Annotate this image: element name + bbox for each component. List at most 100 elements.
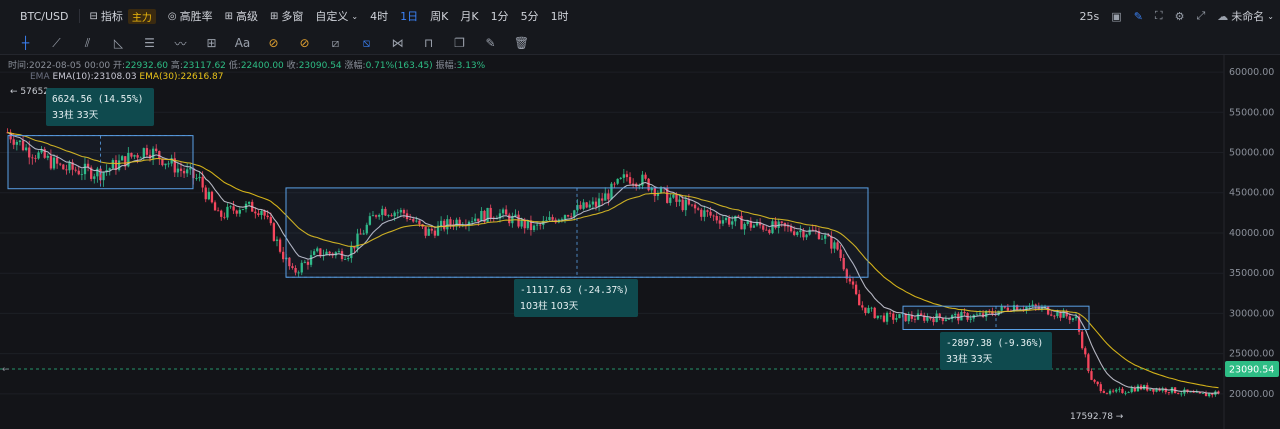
horizontal-lines-icon[interactable]: ☰ — [144, 36, 155, 50]
candle-body — [610, 183, 613, 200]
candle-body — [1046, 306, 1050, 315]
cloud-save-button[interactable]: ☁ 未命名 ⌄ — [1217, 8, 1274, 24]
candle-body — [604, 193, 607, 201]
multi-window-button[interactable]: ⊞ 多窗 — [264, 8, 309, 24]
candle-body — [365, 224, 368, 234]
parallel-lines-icon[interactable]: ⫽ — [84, 35, 91, 50]
candle-body — [418, 220, 421, 225]
candle-body — [526, 220, 529, 229]
y-tick-label: 45000.00 — [1229, 188, 1274, 199]
advanced-button[interactable]: ⊞ 高级 — [219, 8, 264, 24]
candle-body — [1105, 392, 1109, 394]
ema10-value: EMA(10):23108.03 — [52, 72, 137, 82]
interval-1w[interactable]: 周K — [424, 8, 454, 24]
candle-body — [916, 313, 920, 320]
candle-body — [786, 226, 790, 228]
candle-body — [830, 236, 833, 249]
candle-body — [833, 242, 836, 249]
candle-body — [796, 232, 799, 235]
price-chart[interactable]: 60000.00 55000.00 50000.00 45000.00 40000.00… — [0, 55, 1280, 429]
candle-body — [120, 156, 124, 161]
left-arrow-icon: ← — [2, 365, 10, 375]
candle-body — [842, 257, 845, 270]
candle-body — [204, 187, 207, 200]
symbol-selector[interactable]: BTC/USD — [0, 10, 75, 23]
magnet-icon[interactable]: ⊘ — [268, 36, 279, 50]
edit-icon[interactable]: ✎ — [485, 36, 496, 50]
candle-body — [213, 202, 217, 211]
trendline-icon[interactable]: ⟋ — [52, 35, 61, 50]
candle-body — [582, 202, 585, 209]
candle-body — [907, 314, 910, 322]
copy-icon[interactable]: ❐ — [454, 36, 465, 50]
camera-icon[interactable]: ▣ — [1111, 9, 1122, 23]
candle-body — [62, 164, 65, 170]
trash-icon[interactable]: 🗑 — [513, 36, 530, 50]
y-tick-label: 20000.00 — [1229, 389, 1274, 400]
ema30-line — [7, 132, 1219, 389]
candle-body — [870, 307, 873, 309]
custom-dropdown[interactable]: 自定义 ⌄ — [309, 8, 364, 24]
ema-lines — [7, 132, 1219, 394]
candle-body — [371, 215, 375, 217]
interval-1d[interactable]: 1日 — [394, 8, 424, 24]
candle-body — [520, 219, 523, 227]
fullscreen-icon[interactable]: ⛶ — [1154, 9, 1163, 22]
expand-icon[interactable]: ⤢ — [1196, 9, 1206, 22]
candle-body — [1158, 388, 1161, 391]
interval-1h[interactable]: 1时 — [545, 8, 575, 24]
candle-body — [34, 157, 37, 159]
interval-4h[interactable]: 4时 — [364, 8, 394, 24]
lock-drawing-icon[interactable]: ⊓ — [423, 36, 434, 50]
ruler-icon[interactable]: ⧄ — [331, 35, 340, 50]
candle-body — [641, 174, 644, 186]
candle-body — [480, 210, 483, 222]
interval-label: 周K — [430, 10, 449, 23]
candle-body — [347, 258, 350, 260]
text-tool-icon[interactable]: Aa — [234, 36, 251, 50]
candle-body — [684, 199, 687, 211]
indicators-button[interactable]: ⊟ 指标 主力 — [84, 8, 162, 24]
candle-body — [427, 228, 430, 236]
candle-body — [904, 313, 907, 322]
candle-body — [563, 215, 567, 219]
candle-body — [241, 209, 245, 210]
candle-body — [1130, 388, 1133, 393]
interval-label: 月K — [460, 10, 479, 23]
ema10-line — [7, 132, 1219, 394]
candle-body — [186, 169, 189, 174]
range-icon[interactable]: ⧅ — [362, 35, 371, 50]
candle-body — [312, 251, 316, 256]
interval-1m[interactable]: 1分 — [485, 8, 515, 24]
close-value: 23090.54 — [298, 61, 342, 71]
candle-body — [1189, 391, 1192, 393]
measure-label-box — [940, 332, 1052, 370]
candle-body — [594, 201, 598, 207]
candle-body — [721, 220, 725, 224]
ema-legend[interactable]: EMA EMA(10):23108.03 EMA(30):22616.87 — [30, 72, 223, 82]
main-badge: 主力 — [127, 8, 156, 24]
candle-body — [449, 219, 452, 225]
interval-1mo[interactable]: 月K — [454, 8, 484, 24]
candle-body — [616, 178, 619, 184]
win-rate-button[interactable]: ◎ 高胜率 — [162, 8, 219, 24]
candle-body — [446, 219, 449, 230]
candle-body — [176, 168, 180, 173]
angle-icon[interactable]: ◺ — [113, 36, 124, 50]
pattern-icon[interactable]: ⋈ — [391, 36, 404, 50]
divider — [78, 9, 80, 23]
crosshair-icon[interactable]: ┼ — [21, 36, 30, 50]
candle-body — [1074, 316, 1078, 319]
candle-body — [139, 157, 142, 159]
lock-icon[interactable]: ⊘ — [299, 36, 310, 50]
candle-body — [505, 209, 508, 215]
y-tick-label: 25000.00 — [1229, 349, 1274, 360]
right-tools: 25s ▣ ✎ ⛶ ⚙ ⤢ ☁ 未命名 ⌄ — [1080, 0, 1274, 32]
gear-icon[interactable]: ⚙ — [1174, 9, 1185, 23]
pen-icon[interactable]: ✎ — [1133, 9, 1143, 23]
measure-icon[interactable]: ⊞ — [206, 36, 217, 50]
candle-body — [508, 214, 511, 224]
candle-body — [412, 219, 415, 222]
interval-5m[interactable]: 5分 — [515, 8, 545, 24]
wave-icon[interactable]: 〰 — [174, 36, 187, 51]
